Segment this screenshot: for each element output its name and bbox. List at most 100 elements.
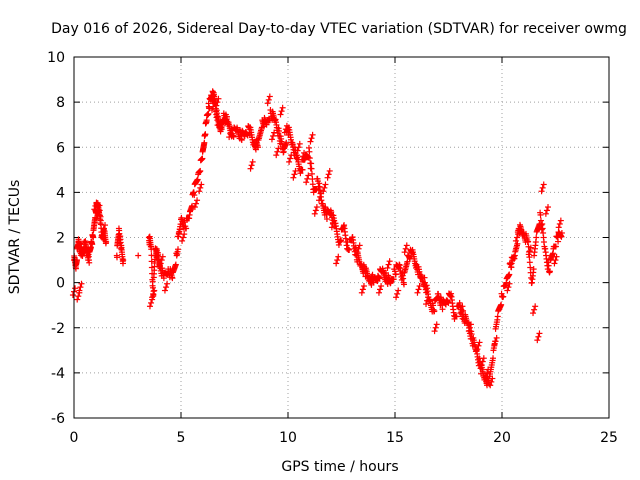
data-point xyxy=(199,155,206,162)
data-point xyxy=(77,240,84,247)
data-point xyxy=(534,337,541,344)
data-point xyxy=(500,293,507,300)
data-point xyxy=(298,156,305,163)
data-point xyxy=(287,155,294,162)
data-point xyxy=(479,358,486,365)
data-point xyxy=(251,143,258,150)
data-point xyxy=(509,257,516,264)
data-point xyxy=(487,382,494,389)
data-point xyxy=(93,199,100,206)
y-tick-label: -4 xyxy=(51,366,65,382)
data-point xyxy=(515,231,522,238)
x-tick-label: 25 xyxy=(600,430,618,446)
data-point xyxy=(331,217,338,224)
data-point xyxy=(536,330,543,337)
data-point xyxy=(475,342,482,349)
data-point xyxy=(358,289,365,296)
data-point xyxy=(478,361,485,368)
data-point xyxy=(181,231,188,238)
data-point xyxy=(512,237,519,244)
data-point xyxy=(506,280,513,287)
data-point xyxy=(423,301,430,308)
data-point xyxy=(306,155,313,162)
data-point xyxy=(498,301,505,308)
data-point xyxy=(458,306,465,313)
data-point xyxy=(175,229,182,236)
data-point xyxy=(377,286,384,293)
y-tick-label: 8 xyxy=(56,95,65,111)
data-point xyxy=(492,338,499,345)
data-point xyxy=(530,266,537,273)
data-point xyxy=(555,224,562,231)
data-point xyxy=(93,215,100,222)
data-point xyxy=(279,104,286,111)
data-point xyxy=(414,289,421,296)
data-point xyxy=(161,287,168,294)
data-point xyxy=(149,284,156,291)
data-point xyxy=(311,210,318,217)
data-point xyxy=(149,278,156,285)
y-tick-label: 2 xyxy=(56,231,65,247)
data-point xyxy=(539,184,546,191)
data-point xyxy=(308,165,315,172)
data-point xyxy=(386,258,393,265)
data-point xyxy=(249,158,256,165)
data-point xyxy=(491,341,498,348)
data-point xyxy=(525,251,532,258)
data-point xyxy=(189,202,196,209)
data-point xyxy=(395,287,402,294)
data-point xyxy=(558,229,565,236)
data-point xyxy=(538,226,545,233)
x-tick-label: 10 xyxy=(279,430,297,446)
data-point xyxy=(159,253,166,260)
data-point xyxy=(291,171,298,178)
data-point xyxy=(321,184,328,191)
y-tick-label: 10 xyxy=(47,50,65,66)
data-point xyxy=(135,252,142,259)
data-point xyxy=(474,346,481,353)
data-point xyxy=(179,237,186,244)
data-point xyxy=(255,144,262,151)
data-point xyxy=(252,139,259,146)
data-point xyxy=(328,224,335,231)
data-point xyxy=(120,257,127,264)
data-point xyxy=(551,260,558,267)
data-point xyxy=(73,257,80,264)
data-point xyxy=(369,271,376,278)
data-point xyxy=(326,167,333,174)
data-point xyxy=(316,197,323,204)
data-point xyxy=(192,200,199,207)
data-point xyxy=(295,144,302,151)
data-point xyxy=(525,238,532,245)
data-point xyxy=(390,276,397,283)
data-point xyxy=(322,181,329,188)
data-point xyxy=(288,152,295,159)
data-point xyxy=(346,246,353,253)
data-point xyxy=(91,206,98,213)
data-point xyxy=(92,202,99,209)
data-point xyxy=(275,145,282,152)
data-point xyxy=(506,271,513,278)
plot-frame xyxy=(73,56,610,419)
data-point xyxy=(375,289,382,296)
data-point xyxy=(202,131,209,138)
data-point xyxy=(89,241,96,248)
data-point xyxy=(425,294,432,301)
data-point xyxy=(299,166,306,173)
data-point xyxy=(403,242,410,249)
x-axis-label: GPS time / hours xyxy=(281,459,398,475)
data-point xyxy=(174,233,181,240)
data-point xyxy=(180,234,187,241)
data-point xyxy=(433,321,440,328)
data-point xyxy=(308,160,315,167)
data-point xyxy=(543,207,550,214)
data-point xyxy=(368,275,375,282)
data-point xyxy=(102,222,109,229)
data-point xyxy=(508,260,515,267)
data-point xyxy=(360,283,367,290)
x-tick-label: 20 xyxy=(493,430,511,446)
data-point xyxy=(296,140,303,147)
data-point xyxy=(504,287,511,294)
x-tick-label: 15 xyxy=(386,430,404,446)
data-point xyxy=(467,321,474,328)
